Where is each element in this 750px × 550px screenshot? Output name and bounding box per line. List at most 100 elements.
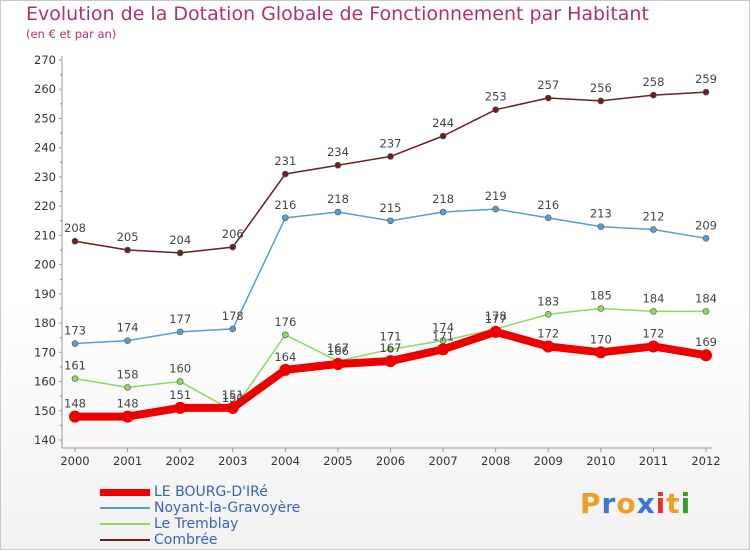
y-tick-label: 240 [34, 141, 56, 155]
data-label-noyant-la-gravoy-re: 216 [274, 198, 296, 212]
y-tick-label: 210 [34, 228, 56, 242]
legend-label: Le Tremblay [154, 516, 239, 532]
x-tick-label: 2005 [323, 454, 352, 468]
series-line-combr-e [74, 91, 707, 254]
data-point-combr-e [544, 94, 552, 102]
x-tick-label: 2001 [113, 454, 142, 468]
data-point-le-bourg-d-ir [384, 355, 397, 368]
y-tick-label: 150 [34, 404, 56, 418]
data-label-combr-e: 234 [327, 145, 349, 159]
legend-swatch [100, 489, 150, 496]
data-label-combr-e: 204 [169, 233, 191, 247]
data-point-le-tremblay [544, 311, 552, 318]
y-tick-label: 170 [34, 345, 56, 359]
data-point-combr-e [124, 246, 131, 254]
data-label-combr-e: 208 [64, 221, 86, 235]
data-point-le-tremblay [124, 384, 131, 391]
data-label-noyant-la-gravoy-re: 215 [380, 201, 402, 215]
data-label-noyant-la-gravoy-re: 178 [222, 309, 244, 323]
data-label-noyant-la-gravoy-re: 173 [64, 324, 86, 338]
data-point-le-bourg-d-ir [489, 325, 502, 338]
data-point-combr-e [492, 106, 499, 113]
legend-label: Combrée [154, 532, 218, 548]
data-label-noyant-la-gravoy-re: 213 [590, 207, 612, 221]
logo-letter: r [601, 487, 617, 520]
data-point-combr-e [387, 153, 394, 160]
data-label-le-bourg-d-ir: 164 [274, 350, 296, 364]
data-label-combr-e: 257 [537, 78, 559, 92]
data-label-le-tremblay: 158 [117, 367, 139, 381]
data-point-le-bourg-d-ir [437, 343, 450, 356]
data-point-noyant-la-gravoy-re [334, 208, 342, 216]
data-label-le-tremblay: 167 [327, 341, 349, 355]
data-label-combr-e: 205 [117, 230, 139, 244]
data-label-le-bourg-d-ir: 172 [642, 326, 664, 340]
data-point-le-tremblay [597, 305, 605, 312]
y-tick-label: 190 [34, 287, 56, 301]
data-point-noyant-la-gravoy-re [229, 325, 237, 333]
data-point-le-bourg-d-ir [121, 410, 134, 423]
data-point-le-bourg-d-ir [700, 349, 712, 362]
legend-swatch [100, 523, 150, 525]
data-point-noyant-la-gravoy-re [71, 340, 79, 347]
data-point-le-tremblay [282, 331, 289, 339]
logo-letter: i [680, 487, 692, 520]
proxiti-logo: Proxiti [580, 487, 691, 520]
x-tick-label: 2011 [639, 454, 668, 468]
data-label-le-bourg-d-ir: 172 [537, 326, 559, 340]
legend-label: LE BOURG-D'IRé [154, 484, 268, 500]
data-label-le-bourg-d-ir: 148 [117, 397, 139, 411]
data-label-le-bourg-d-ir: 171 [432, 329, 454, 343]
logo-letter: o [616, 487, 637, 520]
data-point-combr-e [334, 161, 342, 169]
data-label-combr-e: 259 [695, 72, 717, 86]
data-label-le-tremblay: 184 [642, 291, 664, 305]
x-tick-label: 2007 [428, 454, 457, 468]
y-tick-label: 200 [34, 258, 56, 272]
legend-swatch [100, 539, 150, 541]
data-label-le-tremblay: 174 [432, 321, 454, 335]
data-label-le-bourg-d-ir: 170 [590, 332, 612, 346]
data-label-le-tremblay: 160 [169, 362, 191, 376]
data-point-le-tremblay [71, 375, 79, 382]
data-label-noyant-la-gravoy-re: 216 [537, 198, 559, 212]
legend-label: Noyant-la-Gravoyère [154, 500, 301, 516]
y-tick-label: 230 [34, 170, 56, 184]
data-point-le-tremblay [650, 308, 657, 315]
x-tick-label: 2010 [586, 454, 615, 468]
data-point-noyant-la-gravoy-re [544, 214, 552, 222]
x-tick-label: 2008 [481, 454, 510, 468]
data-point-combr-e [176, 249, 184, 257]
y-tick-label: 160 [34, 375, 56, 389]
data-point-noyant-la-gravoy-re [597, 223, 605, 230]
y-tick-label: 260 [34, 82, 56, 96]
logo-letter: x [636, 487, 656, 520]
data-label-le-bourg-d-ir: 166 [327, 344, 349, 358]
legend-swatch [100, 507, 150, 509]
chart-subtitle: (en € et par an) [26, 27, 117, 41]
data-point-le-tremblay [702, 308, 710, 315]
data-label-noyant-la-gravoy-re: 209 [695, 218, 717, 232]
data-label-le-tremblay: 161 [64, 359, 86, 373]
data-point-le-bourg-d-ir [594, 346, 607, 359]
x-tick-label: 2009 [534, 454, 563, 468]
data-point-combr-e [597, 97, 605, 105]
data-point-noyant-la-gravoy-re [439, 208, 447, 216]
data-point-combr-e [702, 88, 710, 96]
data-point-le-bourg-d-ir [647, 340, 660, 353]
data-point-le-tremblay [387, 346, 394, 353]
data-label-noyant-la-gravoy-re: 218 [327, 192, 349, 206]
data-label-le-bourg-d-ir: 177 [485, 312, 507, 326]
data-label-le-bourg-d-ir: 151 [169, 388, 191, 402]
data-label-combr-e: 237 [380, 136, 402, 150]
data-label-le-tremblay: 184 [695, 291, 717, 305]
data-label-combr-e: 231 [274, 154, 296, 168]
data-point-noyant-la-gravoy-re [492, 205, 499, 213]
data-label-noyant-la-gravoy-re: 174 [117, 321, 139, 335]
data-point-le-tremblay [176, 378, 184, 385]
data-point-combr-e [229, 243, 237, 251]
data-label-le-tremblay: 183 [537, 294, 559, 308]
data-point-noyant-la-gravoy-re [650, 226, 657, 233]
